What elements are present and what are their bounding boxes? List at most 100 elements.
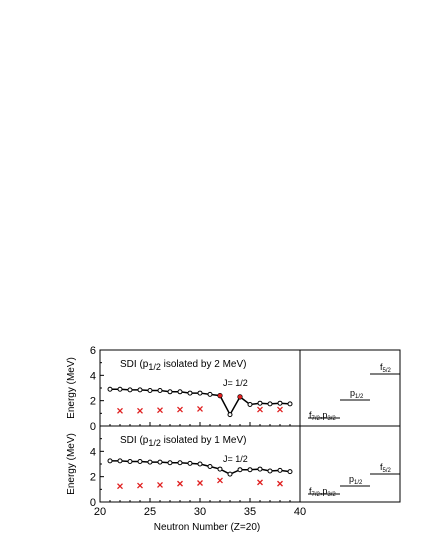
level-bottom-f72-label: f7/2,p3/2 bbox=[309, 486, 336, 498]
x-stroke bbox=[177, 406, 183, 413]
bottom-red-x-point bbox=[217, 477, 223, 484]
bottom-red-x-point bbox=[177, 480, 183, 487]
bottom-series-point bbox=[137, 458, 143, 464]
bottom-series-point bbox=[237, 467, 243, 473]
level-scheme: f7/2,p3/2 p1/2 f5/2 f7/2,p3/2 p1/2 f5/2 bbox=[299, 349, 401, 503]
x-stroke bbox=[257, 406, 263, 413]
bottom-y-axis-label: Energy (MeV) bbox=[66, 433, 77, 495]
x-axis-label: Neutron Number (Z=20) bbox=[154, 522, 260, 533]
top-series-point bbox=[277, 400, 283, 406]
bottom-series bbox=[107, 458, 293, 490]
bottom-series-point bbox=[277, 467, 283, 473]
bottom-red-x-point bbox=[157, 481, 163, 488]
bottom-red-x-point bbox=[197, 480, 203, 486]
bottom-series-point bbox=[227, 471, 233, 477]
bottom-series-point bbox=[157, 459, 163, 465]
bottom-series-point bbox=[257, 466, 263, 472]
bottom-series-point bbox=[287, 469, 293, 475]
top-y-tick-label: 0 bbox=[90, 421, 96, 433]
x-stroke bbox=[157, 481, 163, 488]
bottom-series-point bbox=[267, 468, 273, 474]
top-annotation: J= 1/2 bbox=[223, 378, 248, 388]
x-stroke bbox=[157, 407, 163, 414]
top-red-x-point bbox=[277, 406, 283, 413]
level-top-f72-label: f7/2,p3/2 bbox=[309, 410, 336, 422]
top-series-point bbox=[127, 387, 133, 393]
x-stroke bbox=[117, 483, 123, 490]
top-series-point bbox=[187, 390, 193, 396]
bottom-red-x-point bbox=[277, 480, 283, 487]
level-bottom-p12-label: p1/2 bbox=[349, 474, 363, 486]
bottom-red-x-point bbox=[137, 482, 143, 489]
bottom-series-point bbox=[107, 458, 113, 464]
top-y-ticks: 0 2 4 6 bbox=[90, 345, 104, 433]
bottom-series-point bbox=[247, 467, 253, 473]
x-stroke bbox=[177, 480, 183, 487]
bottom-panel-title: SDI (p1/2 isolated by 1 MeV) bbox=[120, 435, 246, 448]
panel-bottom: 0 2 4 20 25 30 35 40 SDI (p1/2 isolated by 1 M… bbox=[66, 425, 306, 533]
top-series-point bbox=[257, 400, 263, 406]
top-series-point bbox=[117, 386, 123, 392]
top-x-ticks bbox=[99, 422, 301, 426]
top-series-point bbox=[107, 386, 113, 392]
level-bottom-f52-label: f5/2 bbox=[380, 462, 392, 474]
bottom-red-x-point bbox=[257, 479, 263, 486]
top-series-point bbox=[137, 387, 143, 393]
top-series-point bbox=[147, 388, 153, 394]
bottom-y-ticks: 0 2 4 bbox=[90, 438, 104, 509]
top-red-x-point bbox=[257, 406, 263, 413]
bottom-series-point bbox=[197, 461, 203, 467]
level-top-f52-label: f5/2 bbox=[380, 362, 392, 374]
top-series bbox=[107, 386, 293, 418]
top-red-x-point bbox=[197, 405, 203, 412]
bottom-x-ticks: 20 25 30 35 40 bbox=[94, 498, 306, 518]
x-stroke bbox=[257, 479, 263, 486]
top-series-point bbox=[177, 389, 183, 395]
x-stroke bbox=[137, 482, 143, 489]
top-red-dot-point bbox=[237, 394, 243, 400]
top-series-point bbox=[227, 412, 233, 418]
bottom-x-tick-label: 20 bbox=[94, 506, 106, 518]
x-stroke bbox=[197, 480, 203, 486]
x-stroke bbox=[277, 406, 283, 413]
top-series-point bbox=[287, 401, 293, 407]
top-series-point bbox=[167, 389, 173, 395]
top-series-point bbox=[197, 390, 203, 396]
top-red-x-point bbox=[177, 406, 183, 413]
bottom-series-point bbox=[177, 460, 183, 466]
level-top-p12-label: p1/2 bbox=[350, 388, 364, 400]
level-bottom-frame bbox=[299, 425, 401, 503]
panel-top: 0 2 4 6 SDI (p1/2 isolated by 2 MeV) J= 1/2… bbox=[66, 345, 301, 433]
top-y-tick-label: 2 bbox=[90, 396, 96, 408]
bottom-annotation: J= 1/2 bbox=[223, 454, 248, 464]
top-y-tick-label: 6 bbox=[90, 345, 96, 357]
bottom-series-point bbox=[217, 466, 223, 472]
bottom-y-tick-label: 0 bbox=[90, 497, 96, 509]
bottom-series-point bbox=[167, 460, 173, 466]
bottom-series-point bbox=[147, 459, 153, 465]
x-stroke bbox=[137, 407, 143, 414]
bottom-series-point bbox=[127, 458, 133, 464]
top-series-point bbox=[157, 388, 163, 394]
top-red-dot-point bbox=[217, 393, 223, 399]
x-stroke bbox=[117, 407, 123, 414]
top-y-tick-label: 4 bbox=[90, 370, 96, 382]
top-panel-title: SDI (p1/2 isolated by 2 MeV) bbox=[120, 359, 246, 372]
bottom-x-tick-label: 25 bbox=[144, 506, 156, 518]
bottom-red-x-point bbox=[117, 483, 123, 490]
bottom-x-tick-label: 40 bbox=[294, 506, 306, 518]
top-red-x-point bbox=[157, 407, 163, 414]
top-y-axis-label: Energy (MeV) bbox=[66, 357, 77, 419]
top-series-point bbox=[267, 401, 273, 407]
bottom-y-tick-label: 4 bbox=[90, 446, 96, 458]
bottom-x-tick-label: 35 bbox=[244, 506, 256, 518]
x-stroke bbox=[277, 480, 283, 487]
bottom-series-point bbox=[117, 458, 123, 464]
bottom-y-tick-label: 2 bbox=[90, 472, 96, 484]
x-stroke bbox=[197, 405, 203, 412]
top-red-x-point bbox=[137, 407, 143, 414]
top-series-point bbox=[207, 391, 213, 397]
x-stroke bbox=[217, 477, 223, 484]
top-series-point bbox=[247, 401, 253, 407]
